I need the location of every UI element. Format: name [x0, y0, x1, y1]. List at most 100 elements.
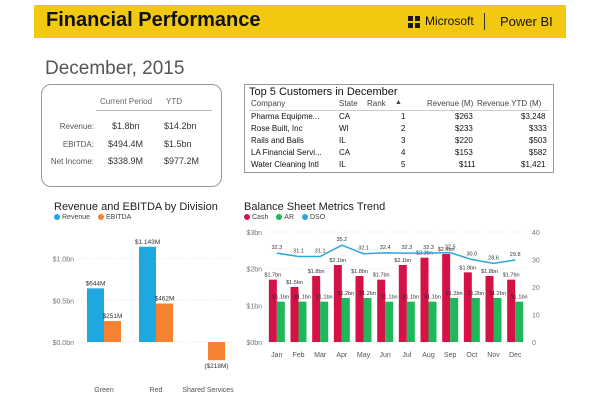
- data-label: $1.7bn: [264, 273, 281, 279]
- cell-rank: 2: [401, 124, 406, 133]
- data-label: $1.2bn: [337, 291, 354, 297]
- x-tick-label: Green: [94, 387, 114, 394]
- legend-label: Cash: [252, 214, 269, 221]
- division-chart-title: Revenue and EBITDA by Division: [54, 201, 218, 213]
- cell-state: CA: [339, 112, 351, 121]
- x-tick-label: Shared Services: [182, 387, 234, 394]
- table-row[interactable]: Pharma Equipme... CA 1 $263 $3,248: [249, 112, 549, 123]
- data-label: $251M: [103, 313, 123, 320]
- division-bar-chart[interactable]: $1.0bn $0.5bn $0.0bn $644M $251M Green $1.143M…: [44, 222, 240, 400]
- y-tick-label: $1.0bn: [53, 257, 75, 264]
- table-row[interactable]: Rose Built, Inc WI 2 $233 $333: [249, 124, 549, 135]
- x-tick-label: Feb: [292, 352, 304, 359]
- legend-label: AR: [284, 214, 295, 221]
- line-dso: [276, 244, 516, 265]
- microsoft-brand: Microsoft: [425, 14, 474, 28]
- kpi-card[interactable]: Current Period YTD Revenue: $1.8bn $14.2…: [41, 84, 222, 187]
- data-label: ($218M): [204, 363, 228, 370]
- data-label: $1.1bn: [511, 295, 528, 301]
- cell-company: Pharma Equipme...: [251, 112, 320, 121]
- bar-cash: [312, 276, 321, 342]
- header-divider: [484, 13, 485, 30]
- data-label: $1.2bn: [359, 291, 376, 297]
- y-tick-label-right: 10: [532, 313, 540, 320]
- table-row[interactable]: LA Financial Servi... CA 4 $153 $582: [249, 148, 549, 159]
- kpi-value-ytd: $977.2M: [164, 156, 200, 166]
- bar-ebitda: [156, 303, 173, 342]
- cell-rank: 1: [401, 112, 406, 121]
- data-label: $1.1bn: [272, 295, 289, 301]
- bar-revenue: [139, 246, 156, 342]
- data-label: 32.3: [423, 245, 434, 251]
- bar-cash: [463, 272, 472, 342]
- col-header-rank[interactable]: Rank: [367, 99, 386, 108]
- cell-rank: 3: [401, 136, 406, 145]
- data-label: $2.1bn: [329, 258, 346, 264]
- top-customers-table[interactable]: Top 5 Customers in December Company Stat…: [244, 84, 554, 173]
- cell-revenue: $263: [455, 112, 473, 121]
- kpi-value-ytd: $14.2bn: [164, 121, 197, 131]
- legend-item[interactable]: EBITDA: [97, 214, 132, 221]
- legend-item[interactable]: DSO: [301, 214, 326, 221]
- balance-chart-legend: Cash AR DSO: [244, 214, 331, 221]
- bar-cash: [268, 279, 277, 342]
- bar-cash: [398, 265, 407, 342]
- data-label: $1.2bn: [489, 291, 506, 297]
- kpi-header-current: Current Period: [100, 97, 153, 106]
- legend-item[interactable]: AR: [276, 214, 294, 221]
- data-label: $1.2bn: [467, 291, 484, 297]
- legend-label: EBITDA: [105, 214, 132, 221]
- col-header-revenue[interactable]: Revenue (M): [427, 99, 474, 108]
- legend-label: DSO: [309, 214, 326, 221]
- x-tick-label: Apr: [336, 352, 348, 359]
- kpi-label: Net Income:: [50, 157, 94, 166]
- table-row[interactable]: Rails and Bails IL 3 $220 $503: [249, 136, 549, 147]
- bar-ebitda: [104, 321, 121, 342]
- data-label: $1.7bn: [503, 273, 520, 279]
- bar-ar: [276, 301, 285, 342]
- y-tick-label-right: 40: [532, 230, 540, 237]
- data-label: $1.9bn: [459, 265, 476, 271]
- cell-company: Water Cleaning Intl: [251, 160, 319, 169]
- kpi-header-underline: [162, 110, 212, 111]
- bar-cash: [290, 287, 299, 342]
- table-title: Top 5 Customers in December: [249, 86, 398, 98]
- bar-ar: [363, 298, 372, 342]
- bar-ar: [320, 301, 329, 342]
- bar-ar: [493, 298, 502, 342]
- data-label: $1.1bn: [424, 295, 441, 301]
- y-tick-label-right: 0: [532, 340, 536, 347]
- col-header-state[interactable]: State: [339, 99, 358, 108]
- bar-cash: [420, 257, 429, 342]
- col-header-company[interactable]: Company: [251, 99, 286, 108]
- legend-label: Revenue: [62, 214, 91, 221]
- data-label: $1.7bn: [373, 273, 390, 279]
- sort-up-icon[interactable]: ▲: [395, 99, 402, 106]
- x-tick-label: Jun: [380, 352, 391, 359]
- x-tick-label: Dec: [509, 352, 522, 359]
- cell-revenue-ytd: $582: [529, 148, 547, 157]
- data-label: $1.1bn: [316, 295, 333, 301]
- report-header: Financial Performance Microsoft Power BI: [34, 5, 566, 38]
- x-tick-label: Oct: [466, 352, 477, 359]
- table-row[interactable]: Water Cleaning Intl IL 5 $111 $1,421: [249, 160, 549, 171]
- data-label: $1.5bn: [286, 280, 303, 286]
- data-label: $1.8bn: [481, 269, 498, 275]
- cell-revenue-ytd: $503: [529, 136, 547, 145]
- bar-ar: [428, 301, 437, 342]
- bar-ar: [341, 298, 350, 342]
- kpi-value-current: $494.4M: [108, 139, 144, 149]
- kpi-value-current: $1.8bn: [112, 121, 140, 131]
- cell-company: Rails and Bails: [251, 136, 304, 145]
- legend-item[interactable]: Cash: [244, 214, 268, 221]
- legend-dot-icon: [244, 214, 250, 221]
- legend-item[interactable]: Revenue: [54, 214, 90, 221]
- col-header-revenue-ytd[interactable]: Revenue YTD (M): [477, 99, 542, 108]
- kpi-label: Revenue:: [59, 122, 94, 131]
- balance-sheet-chart[interactable]: $3bn $2bn $1bn $0bn 40 30 20 10 0 $1.7bn $1.1bn Jan…: [240, 222, 550, 372]
- legend-dot-icon: [54, 214, 60, 221]
- microsoft-logo-icon: [408, 16, 420, 28]
- cell-state: IL: [339, 160, 346, 169]
- x-tick-label: Sep: [444, 352, 457, 359]
- data-label: $1.2bn: [446, 291, 463, 297]
